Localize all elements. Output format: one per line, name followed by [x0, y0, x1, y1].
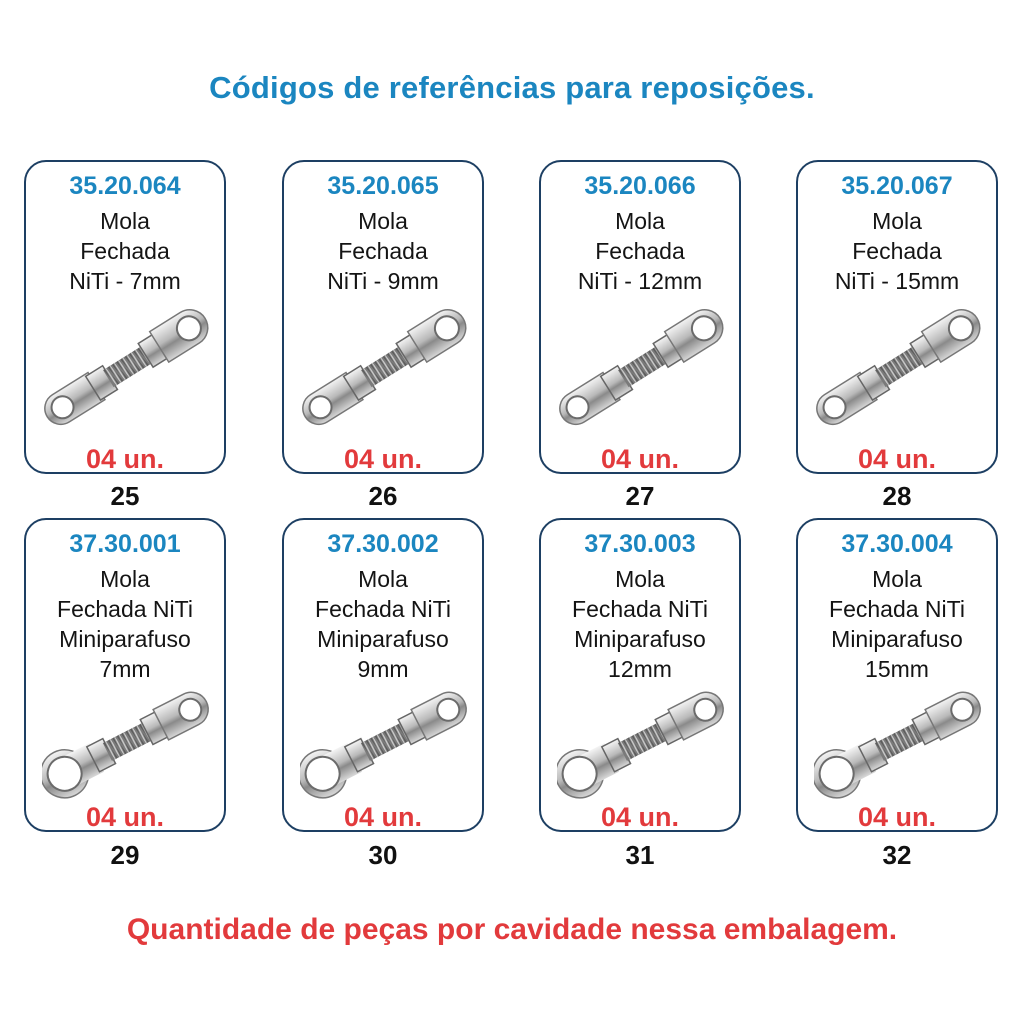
- product-description: Mola Fechada NiTi Miniparafuso 7mm: [26, 564, 224, 684]
- closed-coil-spring-icon: [816, 302, 982, 432]
- product-code: 35.20.066: [584, 172, 696, 200]
- footer-note: Quantidade de peças por cavidade nessa e…: [126, 913, 898, 946]
- product-code: 37.30.002: [327, 530, 439, 558]
- cavity-number: 32: [882, 840, 912, 870]
- description-line: Mola: [872, 566, 922, 592]
- product-description: Mola Fechada NiTi Miniparafuso 15mm: [798, 564, 996, 684]
- closed-coil-spring-icon: [44, 302, 210, 432]
- product-code: 37.30.001: [69, 530, 181, 558]
- description-line: Fechada NiTi: [57, 596, 193, 622]
- description-line: Mola: [615, 566, 665, 592]
- description-line: Fechada: [338, 238, 428, 264]
- cavity-number: 29: [110, 840, 140, 870]
- page-title: Códigos de referências para reposições.: [209, 70, 815, 105]
- description-line: Mola: [100, 566, 150, 592]
- cavity-number: 25: [110, 481, 140, 511]
- product-card-29[interactable]: 37.30.001 Mola Fechada NiTi Miniparafuso…: [24, 518, 226, 832]
- product-description: Mola Fechada NiTi - 15mm: [798, 206, 996, 296]
- cavity-number: 28: [882, 481, 912, 511]
- description-line: Fechada NiTi: [315, 596, 451, 622]
- product-description: Mola Fechada NiTi - 9mm: [284, 206, 482, 296]
- description-line: Miniparafuso: [831, 626, 963, 652]
- cavity-number: 31: [625, 840, 655, 870]
- description-line: NiTi - 12mm: [577, 268, 703, 294]
- closed-coil-spring-icon: [557, 680, 727, 804]
- description-line: 9mm: [357, 656, 409, 682]
- product-code: 35.20.065: [327, 172, 439, 200]
- description-line: 12mm: [608, 656, 672, 682]
- quantity-label: 04 un.: [85, 802, 165, 832]
- quantity-label: 04 un.: [857, 802, 937, 832]
- closed-coil-spring-icon: [559, 302, 725, 432]
- description-line: Fechada NiTi: [572, 596, 708, 622]
- closed-coil-spring-icon: [814, 680, 984, 804]
- product-code: 37.30.003: [584, 530, 696, 558]
- description-line: Mola: [615, 208, 665, 234]
- description-line: Fechada: [852, 238, 942, 264]
- quantity-label: 04 un.: [85, 444, 165, 474]
- product-card-28[interactable]: 35.20.067 Mola Fechada NiTi - 15mm 04 un…: [796, 160, 998, 474]
- description-line: Fechada: [595, 238, 685, 264]
- quantity-label: 04 un.: [343, 444, 423, 474]
- product-card-32[interactable]: 37.30.004 Mola Fechada NiTi Miniparafuso…: [796, 518, 998, 832]
- product-card-30[interactable]: 37.30.002 Mola Fechada NiTi Miniparafuso…: [282, 518, 484, 832]
- description-line: Mola: [872, 208, 922, 234]
- closed-coil-spring-icon: [300, 680, 470, 804]
- product-description: Mola Fechada NiTi Miniparafuso 9mm: [284, 564, 482, 684]
- description-line: Miniparafuso: [574, 626, 706, 652]
- description-line: Mola: [358, 208, 408, 234]
- closed-coil-spring-icon: [302, 302, 468, 432]
- product-description: Mola Fechada NiTi - 7mm: [26, 206, 224, 296]
- description-line: Miniparafuso: [59, 626, 191, 652]
- description-line: Miniparafuso: [317, 626, 449, 652]
- product-card-25[interactable]: 35.20.064 Mola Fechada NiTi - 7mm 04 un.: [24, 160, 226, 474]
- closed-coil-spring-icon: [42, 680, 212, 804]
- description-line: Mola: [100, 208, 150, 234]
- product-code: 35.20.067: [841, 172, 953, 200]
- product-card-31[interactable]: 37.30.003 Mola Fechada NiTi Miniparafuso…: [539, 518, 741, 832]
- description-line: NiTi - 15mm: [834, 268, 960, 294]
- description-line: Mola: [358, 566, 408, 592]
- description-line: 15mm: [865, 656, 929, 682]
- description-line: Fechada: [80, 238, 170, 264]
- description-line: NiTi - 9mm: [327, 268, 439, 294]
- quantity-label: 04 un.: [343, 802, 423, 832]
- description-line: NiTi - 7mm: [69, 268, 181, 294]
- product-code: 35.20.064: [69, 172, 181, 200]
- product-card-27[interactable]: 35.20.066 Mola Fechada NiTi - 12mm 04 un…: [539, 160, 741, 474]
- product-code: 37.30.004: [841, 530, 953, 558]
- product-description: Mola Fechada NiTi Miniparafuso 12mm: [541, 564, 739, 684]
- product-card-26[interactable]: 35.20.065 Mola Fechada NiTi - 9mm 04 un.: [282, 160, 484, 474]
- quantity-label: 04 un.: [857, 444, 937, 474]
- description-line: Fechada NiTi: [829, 596, 965, 622]
- quantity-label: 04 un.: [600, 802, 680, 832]
- quantity-label: 04 un.: [600, 444, 680, 474]
- product-description: Mola Fechada NiTi - 12mm: [541, 206, 739, 296]
- cavity-number: 30: [368, 840, 398, 870]
- description-line: 7mm: [99, 656, 151, 682]
- cavity-number: 26: [368, 481, 398, 511]
- cavity-number: 27: [625, 481, 655, 511]
